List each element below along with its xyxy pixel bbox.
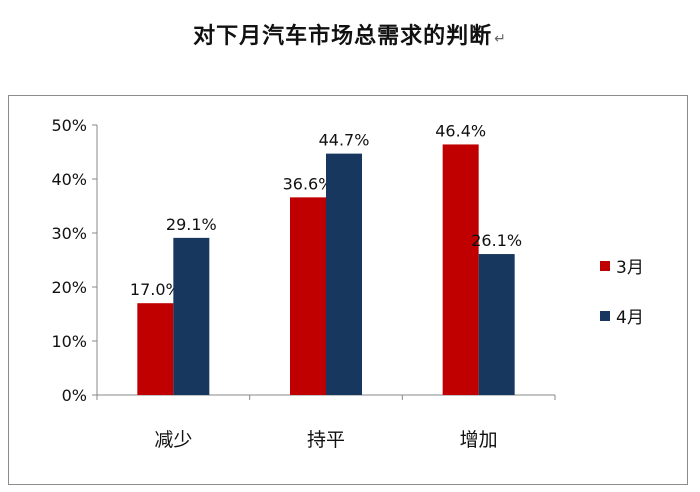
chart-title: 对下月汽车市场总需求的判断 ↵	[0, 18, 700, 50]
y-tick-label: 0%	[62, 386, 87, 405]
y-tick-label: 10%	[51, 332, 87, 351]
chart-title-text: 对下月汽车市场总需求的判断	[193, 24, 493, 49]
bar	[442, 144, 479, 395]
x-category-label: 增加	[460, 429, 498, 451]
y-tick-label: 30%	[51, 224, 87, 243]
legend-label: 4月	[616, 308, 644, 328]
return-mark-icon: ↵	[494, 31, 507, 47]
legend-swatch	[600, 261, 610, 271]
y-tick-label: 40%	[51, 170, 87, 189]
x-category-label: 减少	[154, 429, 192, 451]
y-tick-label: 50%	[51, 116, 87, 135]
x-category-label: 持平	[307, 429, 345, 451]
data-label: 17.0%	[130, 280, 181, 299]
bar	[137, 303, 174, 395]
data-label: 26.1%	[471, 231, 522, 250]
y-tick-label: 20%	[51, 278, 87, 297]
bar	[326, 153, 362, 395]
legend-swatch	[600, 311, 610, 321]
data-label: 46.4%	[435, 121, 486, 140]
legend-label: 3月	[616, 258, 644, 278]
bar	[173, 237, 210, 395]
bar	[478, 254, 515, 395]
data-label: 36.6%	[283, 174, 334, 193]
data-label: 44.7%	[319, 131, 370, 150]
bar	[290, 197, 326, 395]
data-label: 29.1%	[166, 215, 217, 234]
